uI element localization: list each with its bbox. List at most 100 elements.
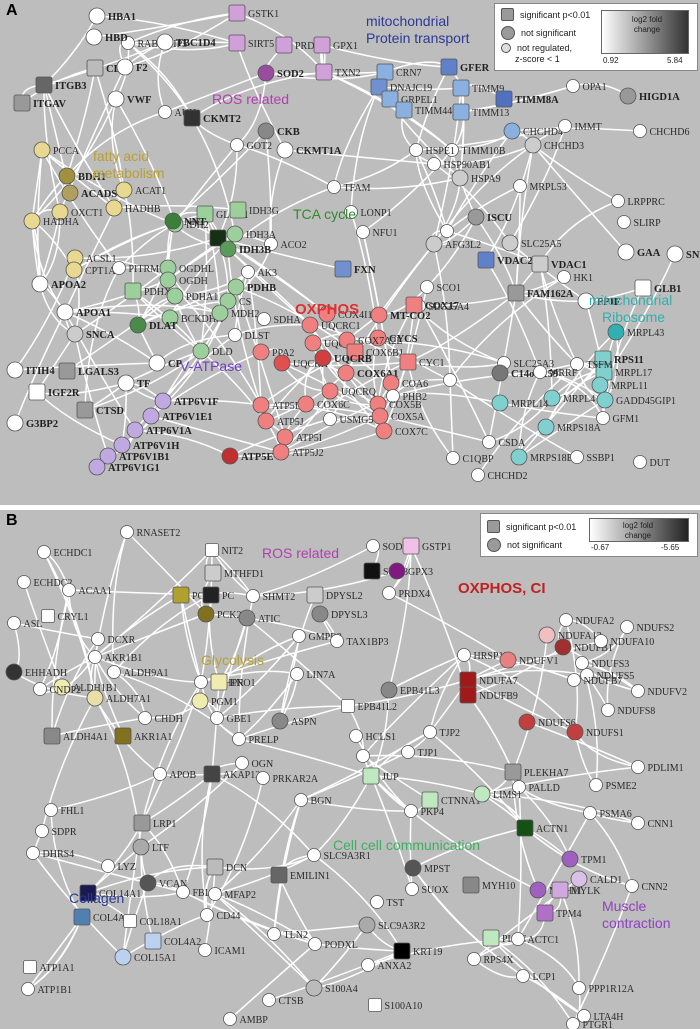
network-edge [214,893,315,989]
node-coa6: COA6 [382,374,428,392]
node-lyz: LYZ [101,859,136,873]
node-ppa2: PPA2 [252,343,294,361]
cluster-labels-b: ROS related OXPHOS, CI Glycolysis Cell c… [69,545,670,931]
node-lgals3: LGALS3 [58,362,119,380]
network-edge [467,679,576,733]
node-atp6v1f: ATP6V1F [154,392,219,410]
network-edge [32,852,184,893]
node-txn2: TXN2 [315,63,361,81]
node-label: HADHA [43,217,80,228]
node-mrpl43: MRPL43 [607,323,664,341]
network-edge [269,149,286,245]
node-shmt2: SHMT2 [246,589,295,603]
network-edge [518,358,604,458]
node-label: GOT2 [247,141,273,152]
node-label: NNT [184,217,206,228]
node-ogdh: OGDH [159,271,208,289]
node-tjp2: TJP2 [423,725,460,739]
node-label: ALDH4A1 [63,732,108,743]
node-lrpprc: LRPPRC [611,194,665,208]
node-label: NDUFV2 [648,687,687,698]
node-label: CNN1 [648,819,674,830]
cluster-mito-ribosome-2: Ribosome [602,309,665,325]
node-label: IDH3A [246,230,277,241]
node-label: CKMT1A [296,146,342,157]
network-edge [418,305,490,443]
legend-square-icon [501,8,514,21]
network-edge [141,773,213,824]
node-atp5j: ATP5J [257,412,304,430]
node-label: PALLD [529,783,560,794]
node-myh10: MYH10 [462,876,515,894]
node-label: CP [168,359,183,370]
node-label: BGN [311,796,332,807]
network-edge [211,681,220,775]
network-edge [200,350,267,422]
node-label: NDUFB1 [574,643,613,654]
cluster-cell-comm: Cell cell communication [333,837,480,853]
node-label: FAM162A [527,289,574,300]
network-edge [229,943,316,1020]
node-snrpc: SNRPC [666,245,700,263]
legend-zscore: z-score < 1 [515,54,560,64]
node-suox: SUOX [405,882,450,896]
node-label: OGN [252,759,274,770]
network-edge [14,362,158,371]
node-label: PODXL [325,940,358,951]
node-label: ANXA2 [378,961,412,972]
node-label: PSMA6 [600,809,632,820]
network-edge [429,731,526,829]
network-edge [433,243,451,381]
node-label: TIMM44 [415,106,452,117]
node-label: OPA1 [583,82,607,93]
network-edge [214,799,302,895]
network-edge [141,681,202,824]
node-label: LTA4H [594,1012,624,1023]
node-label: CKB [277,127,300,138]
node-mrrf: MRRF [533,365,578,379]
node-anxa2: ANXA2 [361,958,412,972]
network-edge [539,263,578,365]
network-edge [429,654,465,733]
node-fam162a: FAM162A [507,284,574,302]
network-edge [279,594,316,722]
node-label: PTGR1 [583,1020,614,1029]
node-label: ASPN [291,717,317,728]
node-s100a4: S100A4 [305,979,358,997]
network-edge [51,589,70,737]
node-mfap2: MFAP2 [208,887,256,901]
node-atp1b1: ATP1B1 [21,982,72,996]
node-cald1: CALD1 [570,870,622,888]
node-label: CKMT2 [203,114,241,125]
node-glb1: GLB1 [634,279,681,297]
node-label: NDUFA2 [576,616,615,627]
legend-gradient-a: log2 fold change [601,10,689,54]
network-edge [66,67,96,177]
node-itih4: ITIH4 [6,361,55,379]
node-aldh9a1: ALDH9A1 [107,665,169,679]
node-label: S100A4 [325,984,358,995]
node-label: CPT1A [85,266,116,277]
node-label: IMMT [575,122,602,133]
node-acaa1: ACAA1 [62,583,112,597]
node-label: PITRM1 [129,264,165,275]
node-bdh1: BDH1 [58,167,106,185]
node-lonp1: LONP1 [344,205,392,219]
node-chchd4: CHCHD4 [503,122,563,140]
node-f2: F2 [116,58,148,76]
node-label: GPX3 [408,567,433,578]
network-edge [68,589,212,596]
network-edge [321,44,450,68]
node-label: HRSP12 [474,651,509,662]
node-prdx4: PRDX4 [382,586,430,600]
node-mt-co2: MT-CO2 [370,306,430,324]
node-mrpl53: MRPL53 [513,179,567,193]
cluster-ros: ROS related [212,91,289,107]
node-mrps18b: MRPS18B [510,448,574,466]
legend-circle-icon [501,26,515,40]
node-label: GFM1 [613,414,640,425]
node-label: MRPL53 [530,182,567,193]
node-label: PDHB [247,283,276,294]
legend-small-circle-icon [501,43,511,53]
network-edge [50,773,161,811]
